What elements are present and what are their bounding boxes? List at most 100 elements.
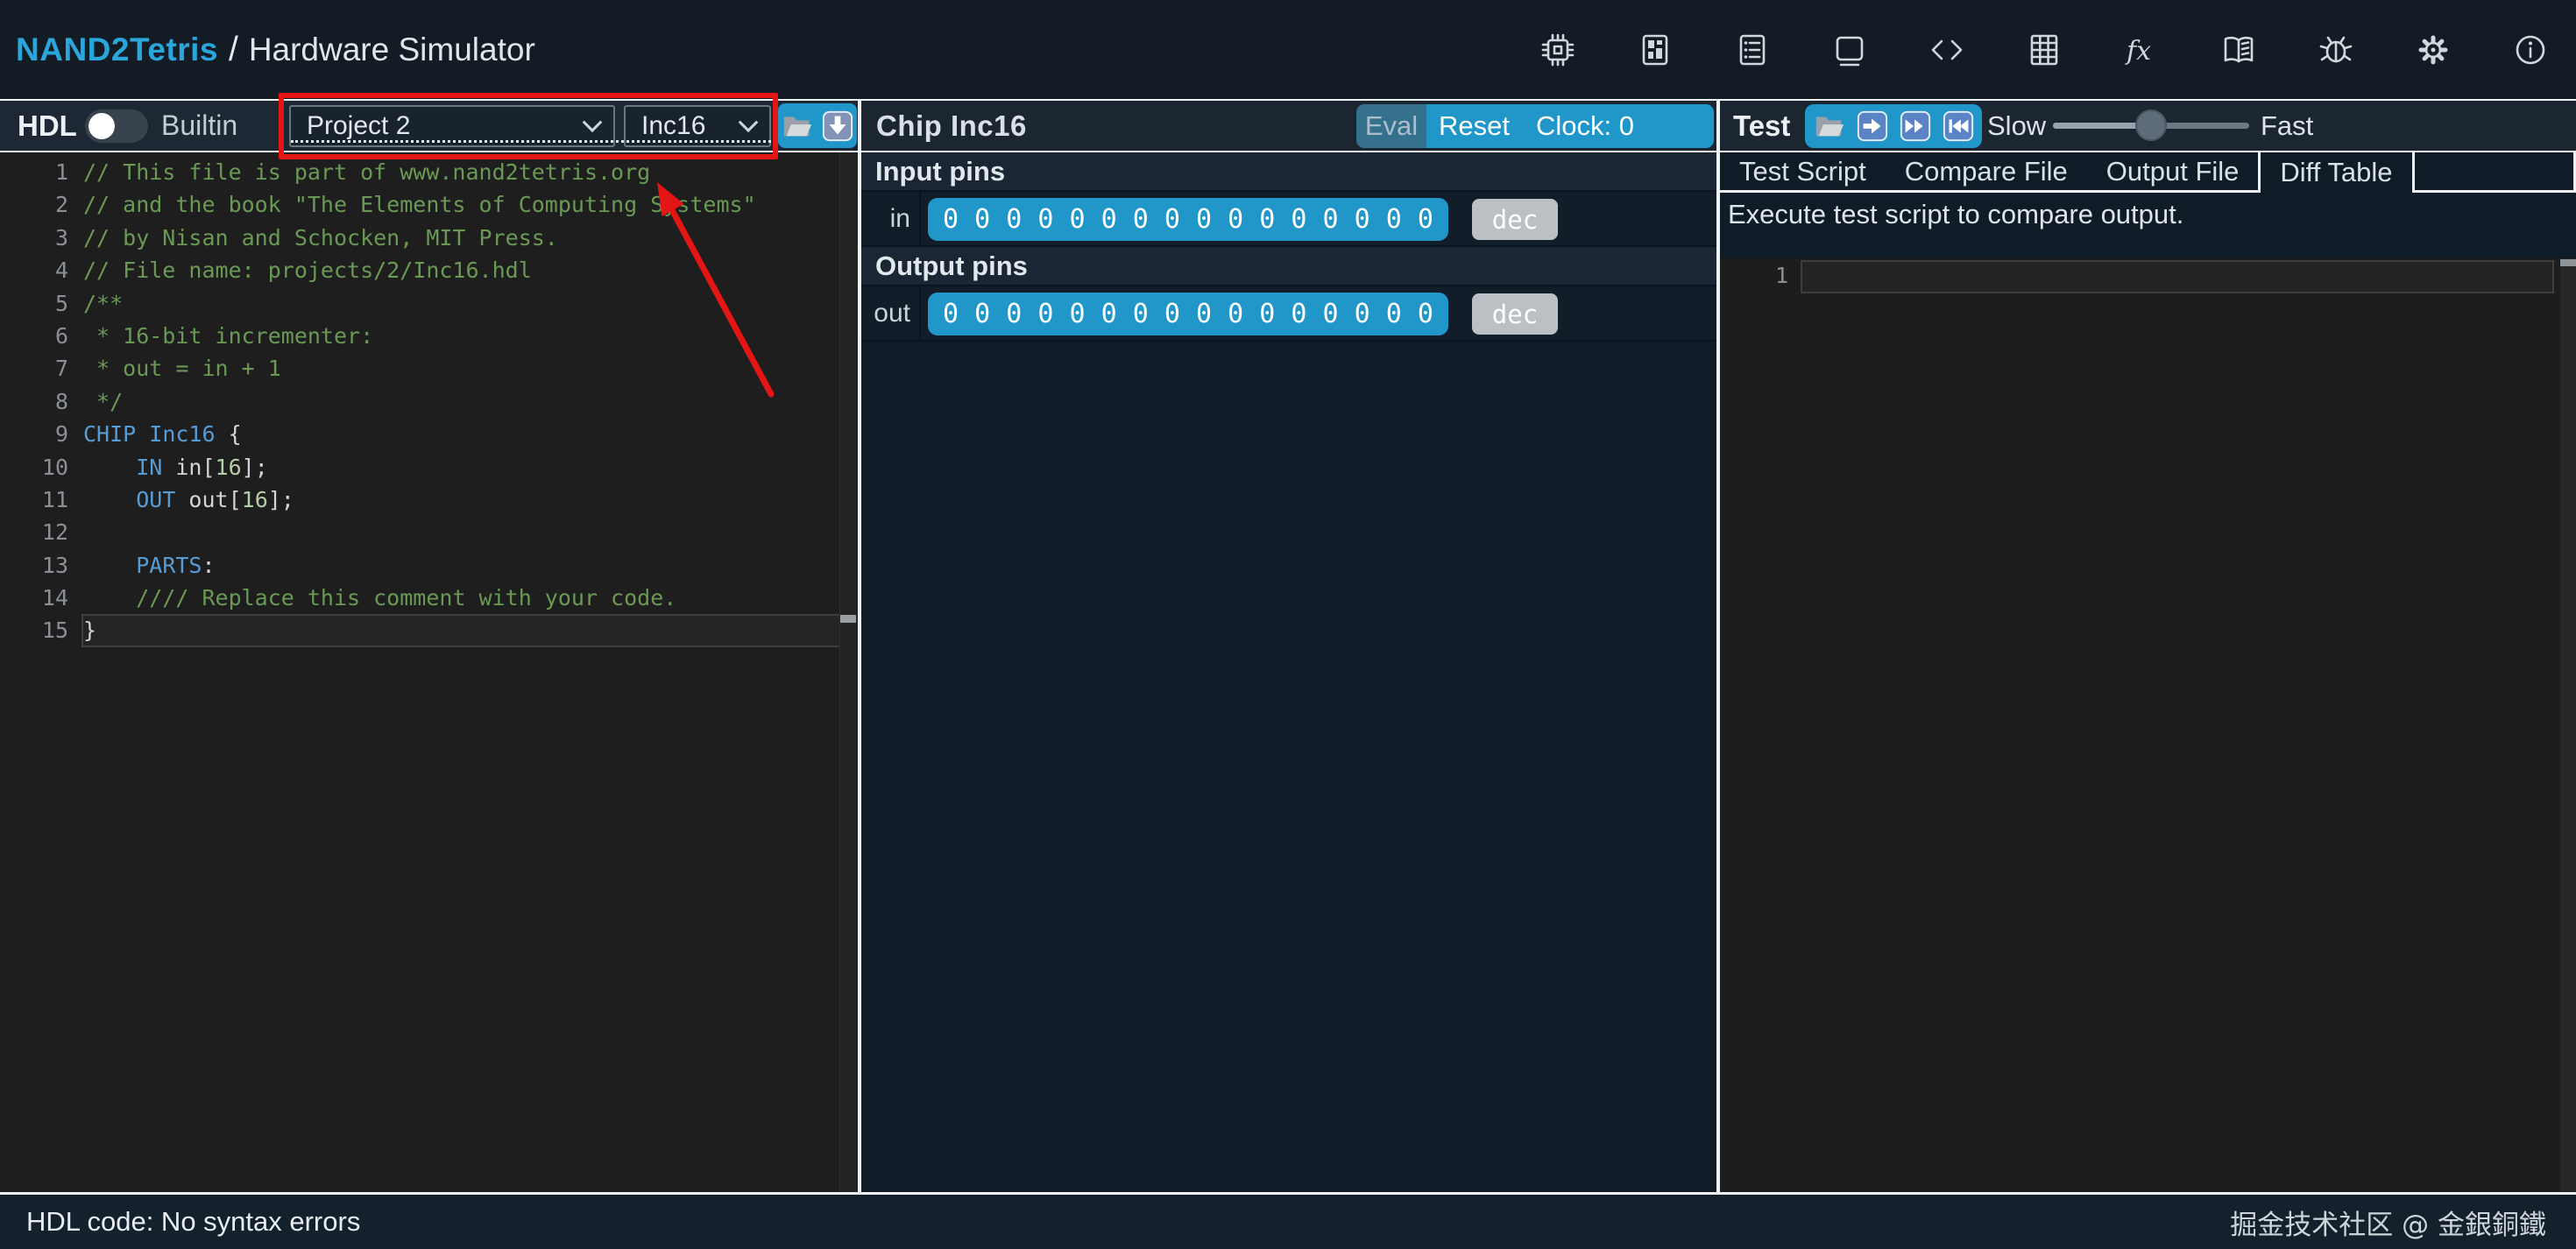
pin-bit[interactable]: 0 <box>1006 204 1023 235</box>
function-fx-icon[interactable]: fx <box>2122 31 2161 69</box>
tab-diff-table[interactable]: Diff Table <box>2258 152 2415 193</box>
pin-bit[interactable]: 0 <box>1385 204 1402 235</box>
info-icon[interactable] <box>2511 31 2550 69</box>
pin-bit[interactable]: 0 <box>1100 299 1117 329</box>
pin-bit[interactable]: 0 <box>1196 299 1213 329</box>
pin-bit[interactable]: 0 <box>1069 299 1086 329</box>
eval-button[interactable]: Eval <box>1356 104 1426 148</box>
pin-bit[interactable]: 0 <box>1417 204 1433 235</box>
line-number: 2 <box>54 192 68 218</box>
line-number: 8 <box>54 388 68 414</box>
line-number: 7 <box>54 356 68 382</box>
speed-slider-knob[interactable] <box>2135 109 2167 141</box>
pin-bit[interactable]: 0 <box>1291 204 1307 235</box>
pin-bit[interactable]: 0 <box>943 204 959 235</box>
test-control-buttons <box>1805 104 1982 148</box>
book-icon[interactable] <box>2219 31 2258 69</box>
line-content: // File name: projects/2/Inc16.hdl <box>83 258 532 284</box>
settings-icon[interactable] <box>2414 31 2452 69</box>
pin-bit[interactable]: 0 <box>974 299 991 329</box>
screen-icon[interactable] <box>1830 31 1869 69</box>
code-line: 3 // by Nisan and Schocken, MIT Press. <box>0 222 858 254</box>
pin-bit[interactable]: 0 <box>1196 204 1213 235</box>
chevron-down-icon <box>582 112 603 133</box>
pin-bit[interactable]: 0 <box>1354 299 1370 329</box>
dec-format-button[interactable]: dec <box>1472 199 1558 240</box>
tab-test-script[interactable]: Test Script <box>1720 152 1886 193</box>
header-strip: HDL Builtin Project 2 Inc16 Chip Inc16 E… <box>0 99 2576 152</box>
run-button-group: Reset Clock: 0 <box>1426 104 1714 148</box>
code-line: 9 CHIP Inc16 { <box>0 418 858 450</box>
project-select-value: Project 2 <box>307 111 411 140</box>
assembler-icon[interactable] <box>1733 31 1772 69</box>
code-brackets-icon[interactable] <box>1928 31 1966 69</box>
open-folder-icon[interactable] <box>1813 109 1846 143</box>
tab-output-file[interactable]: Output File <box>2086 152 2259 193</box>
main-area: 1 // This file is part of www.nand2tetris… <box>0 152 2576 1192</box>
hdl-code-editor[interactable]: 1 // This file is part of www.nand2tetris… <box>0 152 858 1192</box>
open-folder-icon[interactable] <box>781 109 814 143</box>
hdl-builtin-toggle[interactable] <box>85 109 148 143</box>
pin-bit[interactable]: 0 <box>1322 204 1339 235</box>
pin-bit[interactable]: 0 <box>1385 299 1402 329</box>
pin-bit[interactable]: 0 <box>974 204 991 235</box>
step-forward-icon[interactable] <box>1856 109 1889 143</box>
panel-divider[interactable] <box>1716 99 1720 1192</box>
editor-scrollbar[interactable] <box>839 152 858 1192</box>
fast-forward-icon[interactable] <box>1899 109 1932 143</box>
dec-format-button[interactable]: dec <box>1472 293 1558 335</box>
pin-bit[interactable]: 0 <box>943 299 959 329</box>
cpu-board-icon[interactable] <box>1636 31 1674 69</box>
pin-bit[interactable]: 0 <box>1417 299 1433 329</box>
rewind-icon[interactable] <box>1942 109 1975 143</box>
line-number: 14 <box>41 585 68 611</box>
editor-scrollbar-thumb[interactable] <box>2560 259 2576 266</box>
pin-bit[interactable]: 0 <box>1037 299 1054 329</box>
hdl-code-lines: 1 // This file is part of www.nand2tetris… <box>0 152 858 647</box>
fast-label: Fast <box>2261 109 2314 141</box>
pin-bit[interactable]: 0 <box>1354 204 1370 235</box>
chip-action-buttons: Eval Reset Clock: 0 <box>1356 104 1714 148</box>
clock-button[interactable]: Clock: 0 <box>1535 110 1634 141</box>
diff-table-editor[interactable]: 1 <box>1720 258 2576 1192</box>
pin-bit[interactable]: 0 <box>1228 204 1244 235</box>
line-content: // and the book "The Elements of Computi… <box>83 192 756 218</box>
reset-button[interactable]: Reset <box>1439 110 1510 141</box>
pin-bit[interactable]: 0 <box>1164 299 1180 329</box>
pin-bit[interactable]: 0 <box>1164 204 1180 235</box>
line-content: * out = in + 1 <box>83 356 281 382</box>
pin-bit[interactable]: 0 <box>1037 204 1054 235</box>
table-grid-icon[interactable] <box>2025 31 2063 69</box>
pin-bit[interactable]: 0 <box>1259 299 1276 329</box>
pin-bit[interactable]: 0 <box>1006 299 1023 329</box>
pin-bit[interactable]: 0 <box>1069 204 1086 235</box>
tab-compare-file[interactable]: Compare File <box>1885 152 2087 193</box>
pin-bit[interactable]: 0 <box>1132 204 1149 235</box>
pin-bit[interactable]: 0 <box>1228 299 1244 329</box>
brand-name[interactable]: NAND2Tetris <box>16 31 218 67</box>
pin-bit[interactable]: 0 <box>1322 299 1339 329</box>
toggle-knob[interactable] <box>88 113 115 139</box>
line-number: 9 <box>54 421 68 448</box>
speed-slider[interactable] <box>2053 109 2249 141</box>
hdl-label: HDL <box>18 109 77 142</box>
line-content: OUT out[16]; <box>136 486 294 512</box>
bug-icon[interactable] <box>2317 31 2355 69</box>
editor-scrollbar[interactable] <box>2560 258 2576 1192</box>
editor-scrollbar-thumb[interactable] <box>840 615 856 623</box>
line-number: 13 <box>41 552 68 578</box>
panel-divider[interactable] <box>858 99 861 1192</box>
chip-select[interactable]: Inc16 <box>624 105 771 147</box>
download-icon[interactable] <box>821 109 854 143</box>
title-bar: NAND2Tetris / Hardware Simulator fx <box>0 0 2576 99</box>
pin-bit[interactable]: 0 <box>1100 204 1117 235</box>
line-content: CHIP Inc16 { <box>83 421 242 448</box>
project-select[interactable]: Project 2 <box>289 105 615 147</box>
pin-bit[interactable]: 0 <box>1291 299 1307 329</box>
chip-icon[interactable] <box>1539 31 1577 69</box>
pin-bit[interactable]: 0 <box>1132 299 1149 329</box>
pin-bit[interactable]: 0 <box>1259 204 1276 235</box>
line-number: 6 <box>54 322 68 349</box>
